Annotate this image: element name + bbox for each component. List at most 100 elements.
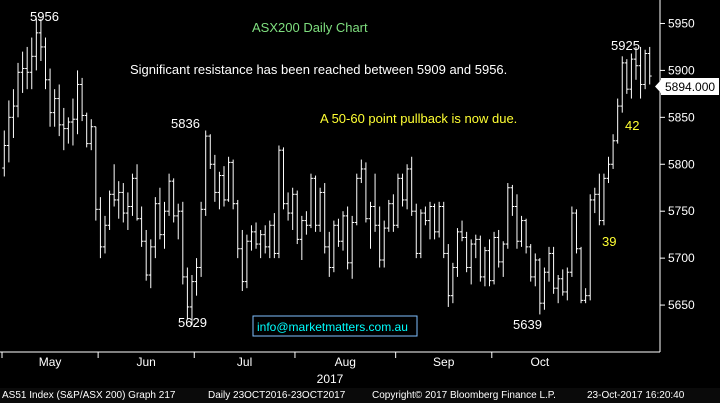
ohlc-bar <box>400 173 405 207</box>
ohlc-bar <box>89 119 94 151</box>
ohlc-bar <box>121 183 126 223</box>
ohlc-bar <box>34 17 39 71</box>
ohlc-bar <box>482 246 487 287</box>
ohlc-bar <box>286 192 291 221</box>
ohlc-bar <box>492 231 497 285</box>
ohlc-bar <box>450 262 455 304</box>
ohlc-bar <box>363 162 368 223</box>
ohlc-bar <box>514 194 519 249</box>
ohlc-bar <box>501 241 506 277</box>
x-tick-label: Sep <box>433 355 455 369</box>
ohlc-bar <box>579 246 584 304</box>
price-bars <box>2 17 652 325</box>
ohlc-bar <box>391 194 396 232</box>
ohlc-bar <box>57 84 62 137</box>
ohlc-bar <box>52 89 57 127</box>
ohlc-bar <box>2 130 7 177</box>
ohlc-bar <box>601 173 606 226</box>
ohlc-bar <box>611 134 616 169</box>
ohlc-bar <box>70 98 75 146</box>
ohlc-bar <box>263 225 268 254</box>
ohlc-bar <box>116 181 121 219</box>
ohlc-bar <box>368 201 373 249</box>
ohlc-bar <box>377 206 382 268</box>
annotation-5956: 5956 <box>30 9 59 24</box>
ohlc-bar <box>496 229 501 268</box>
ohlc-bar <box>437 201 442 238</box>
ohlc-bar <box>199 201 204 277</box>
pullback-note: A 50-60 point pullback is now due. <box>320 111 517 126</box>
annotation-5925: 5925 <box>611 38 640 53</box>
ohlc-bar <box>542 267 547 310</box>
x-tick-label: Jun <box>137 355 156 369</box>
ohlc-bar <box>327 231 332 277</box>
annotation-42: 42 <box>625 118 639 133</box>
ohlc-bar <box>222 166 227 207</box>
ohlc-bar <box>588 194 593 301</box>
footer-period: Daily 23OCT2016-23OCT2017 <box>208 390 346 401</box>
ohlc-bar <box>107 190 112 230</box>
ohlc-bar <box>629 53 634 99</box>
ohlc-bar <box>414 203 419 259</box>
ohlc-bar <box>80 77 85 122</box>
ohlc-bar <box>11 89 16 138</box>
ohlc-bar <box>48 68 53 127</box>
last-price-label: 5894.000 <box>665 80 715 94</box>
ohlc-bar <box>167 173 172 216</box>
year-label: 2017 <box>317 372 344 386</box>
ohlc-bar <box>313 175 318 232</box>
ohlc-bar <box>61 107 66 151</box>
ohlc-bar <box>276 145 281 259</box>
y-tick-label: 5850 <box>668 110 695 124</box>
ohlc-bar <box>373 173 378 232</box>
y-tick-label: 5650 <box>668 298 695 312</box>
x-tick-label: Aug <box>335 355 356 369</box>
x-tick-label: May <box>39 355 62 369</box>
ohlc-bar <box>565 267 570 301</box>
ohlc-bar <box>308 173 313 229</box>
ohlc-bar <box>304 211 309 235</box>
ohlc-bar <box>473 234 478 259</box>
ohlc-bar <box>43 37 48 90</box>
ohlc-bar <box>299 215 304 261</box>
ohlc-bar <box>75 70 80 135</box>
ohlc-bar <box>432 203 437 240</box>
ohlc-bar <box>162 201 167 249</box>
ohlc-bar <box>382 220 387 268</box>
ohlc-bar <box>171 178 176 223</box>
ohlc-bar <box>244 234 249 289</box>
y-ticks: 5650 5700 5750 5800 5850 5900 5950 <box>660 16 695 312</box>
ohlc-bar <box>409 156 414 216</box>
ohlc-bar <box>643 49 648 90</box>
ohlc-bar <box>556 275 561 304</box>
ohlc-bar <box>569 206 574 277</box>
email-link[interactable]: info@marketmatters.com.au <box>257 320 408 334</box>
ohlc-bar <box>469 239 474 285</box>
last-price-box <box>661 78 719 95</box>
x-tick-label: Jul <box>237 355 252 369</box>
ohlc-bar <box>624 59 629 94</box>
ohlc-bar <box>281 147 286 210</box>
ohlc-bar <box>16 62 21 118</box>
ohlc-bar <box>130 173 135 216</box>
ohlc-bar <box>102 215 107 254</box>
ohlc-bar <box>620 56 625 113</box>
x-ticks: May Jun Jul Aug Sep Oct <box>1 352 550 369</box>
ohlc-bar <box>647 46 652 85</box>
ohlc-bar <box>93 126 98 221</box>
ohlc-bar <box>638 46 643 99</box>
ohlc-bar <box>350 215 355 279</box>
ohlc-bar <box>6 100 11 163</box>
ohlc-bar <box>185 267 190 320</box>
y-tick-label: 5700 <box>668 251 695 265</box>
ohlc-bar <box>478 235 483 282</box>
ohlc-bar <box>441 201 446 259</box>
ohlc-bar <box>180 201 185 285</box>
ohlc-bar <box>423 206 428 226</box>
ohlc-bar <box>615 98 620 144</box>
ohlc-bar <box>597 173 602 226</box>
ohlc-bar <box>336 218 341 247</box>
ohlc-bar <box>235 199 240 259</box>
ohlc-bar <box>341 211 346 251</box>
